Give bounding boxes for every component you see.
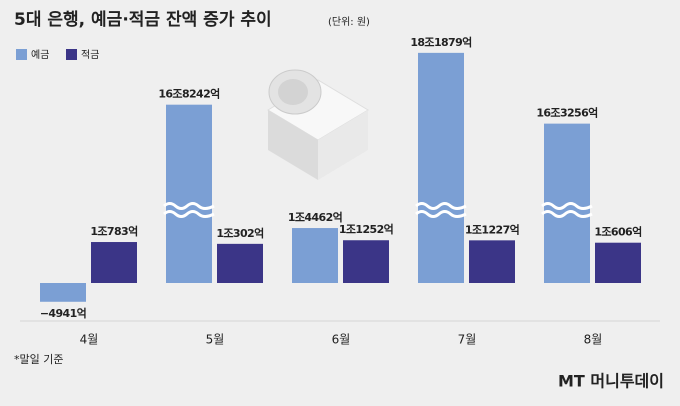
x-tick-label: 4월: [80, 333, 99, 347]
value-label: 18조1879억: [410, 36, 471, 49]
bank-icon: [267, 69, 369, 180]
axis-break: [415, 210, 467, 218]
x-tick-label: 5월: [206, 333, 225, 347]
bar: [343, 240, 389, 283]
legend-label: 적금: [81, 49, 99, 61]
bar: [292, 228, 338, 283]
bar: [217, 243, 263, 283]
value-label: 1조4462억: [288, 211, 342, 224]
value-label: 1조783억: [90, 225, 137, 238]
legend-swatch: [16, 49, 27, 60]
axis-break: [163, 210, 215, 218]
source-watermark: MT 머니투데이: [558, 372, 664, 391]
chart-title: 5대 은행, 예금·적금 잔액 증가 추이: [14, 10, 272, 30]
axis-break: [415, 202, 467, 210]
chart-subtitle: (단위: 원): [328, 15, 370, 28]
axis-break: [163, 202, 215, 210]
value-label: −4941억: [40, 307, 86, 320]
axis-break: [541, 210, 593, 218]
value-label: 1조1227억: [465, 223, 519, 236]
note: *말일 기준: [14, 352, 63, 366]
bar: [40, 283, 86, 302]
x-tick-label: 6월: [332, 333, 351, 347]
bar: [91, 242, 137, 283]
legend-swatch: [66, 49, 77, 60]
value-label: 16조3256억: [536, 107, 597, 120]
bar: [166, 104, 212, 284]
value-label: 16조8242억: [158, 88, 219, 101]
value-label: 1조606억: [594, 226, 641, 239]
value-label: 1조1252억: [339, 223, 393, 236]
x-tick-label: 7월: [458, 333, 477, 347]
bar: [469, 240, 515, 283]
axis-break: [541, 202, 593, 210]
value-label: 1조302억: [216, 227, 263, 240]
legend-label: 예금: [31, 49, 49, 61]
x-tick-label: 8월: [584, 333, 603, 347]
bar: [418, 52, 464, 283]
bar: [595, 242, 641, 283]
